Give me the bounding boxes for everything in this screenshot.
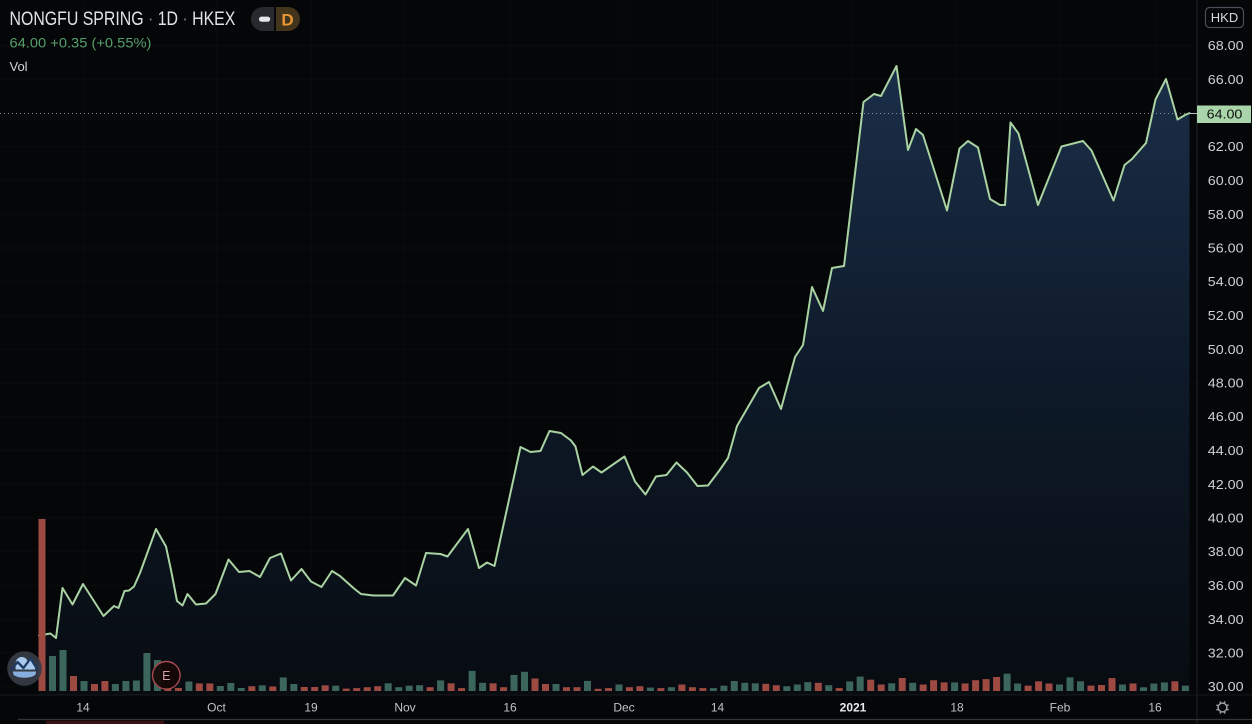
svg-text:32.00: 32.00 <box>1208 646 1244 660</box>
svg-text:Nov: Nov <box>394 701 415 715</box>
svg-text:56.00: 56.00 <box>1208 241 1244 255</box>
svg-text:14: 14 <box>76 701 90 715</box>
svg-text:Vol: Vol <box>10 59 28 74</box>
svg-text:Dec: Dec <box>613 701 634 715</box>
svg-text:64.00: 64.00 <box>1207 107 1243 121</box>
svg-text:E: E <box>162 669 170 683</box>
svg-text:50.00: 50.00 <box>1208 342 1244 356</box>
svg-text:52.00: 52.00 <box>1208 309 1244 323</box>
svg-text:54.00: 54.00 <box>1208 275 1244 289</box>
svg-text:16: 16 <box>503 701 517 715</box>
svg-text:44.00: 44.00 <box>1208 444 1244 458</box>
svg-text:2021: 2021 <box>840 701 867 715</box>
svg-text:62.00: 62.00 <box>1208 140 1244 154</box>
svg-text:30.00: 30.00 <box>1208 680 1244 694</box>
svg-text:58.00: 58.00 <box>1208 207 1244 221</box>
svg-text:48.00: 48.00 <box>1208 376 1244 390</box>
svg-text:16: 16 <box>1148 701 1162 715</box>
svg-text:40.00: 40.00 <box>1208 511 1244 525</box>
svg-text:36.00: 36.00 <box>1208 579 1244 593</box>
svg-text:46.00: 46.00 <box>1208 410 1244 424</box>
svg-text:60.00: 60.00 <box>1208 174 1244 188</box>
svg-text:34.00: 34.00 <box>1208 612 1244 626</box>
svg-text:68.00: 68.00 <box>1208 39 1244 53</box>
svg-text:18: 18 <box>950 701 964 715</box>
svg-text:D: D <box>281 11 293 30</box>
svg-text:19: 19 <box>304 701 318 715</box>
svg-text:Feb: Feb <box>1050 701 1071 715</box>
svg-text:14: 14 <box>711 701 725 715</box>
svg-text:42.00: 42.00 <box>1208 477 1244 491</box>
svg-text:64.00 +0.35 (+0.55%): 64.00 +0.35 (+0.55%) <box>9 35 151 50</box>
svg-text:38.00: 38.00 <box>1208 545 1244 559</box>
svg-text:HKD: HKD <box>1211 10 1238 25</box>
svg-text:Oct: Oct <box>207 701 226 715</box>
svg-text:66.00: 66.00 <box>1208 72 1244 86</box>
svg-text:NONGFU SPRING · 1D · HKEX: NONGFU SPRING · 1D · HKEX <box>10 8 236 30</box>
